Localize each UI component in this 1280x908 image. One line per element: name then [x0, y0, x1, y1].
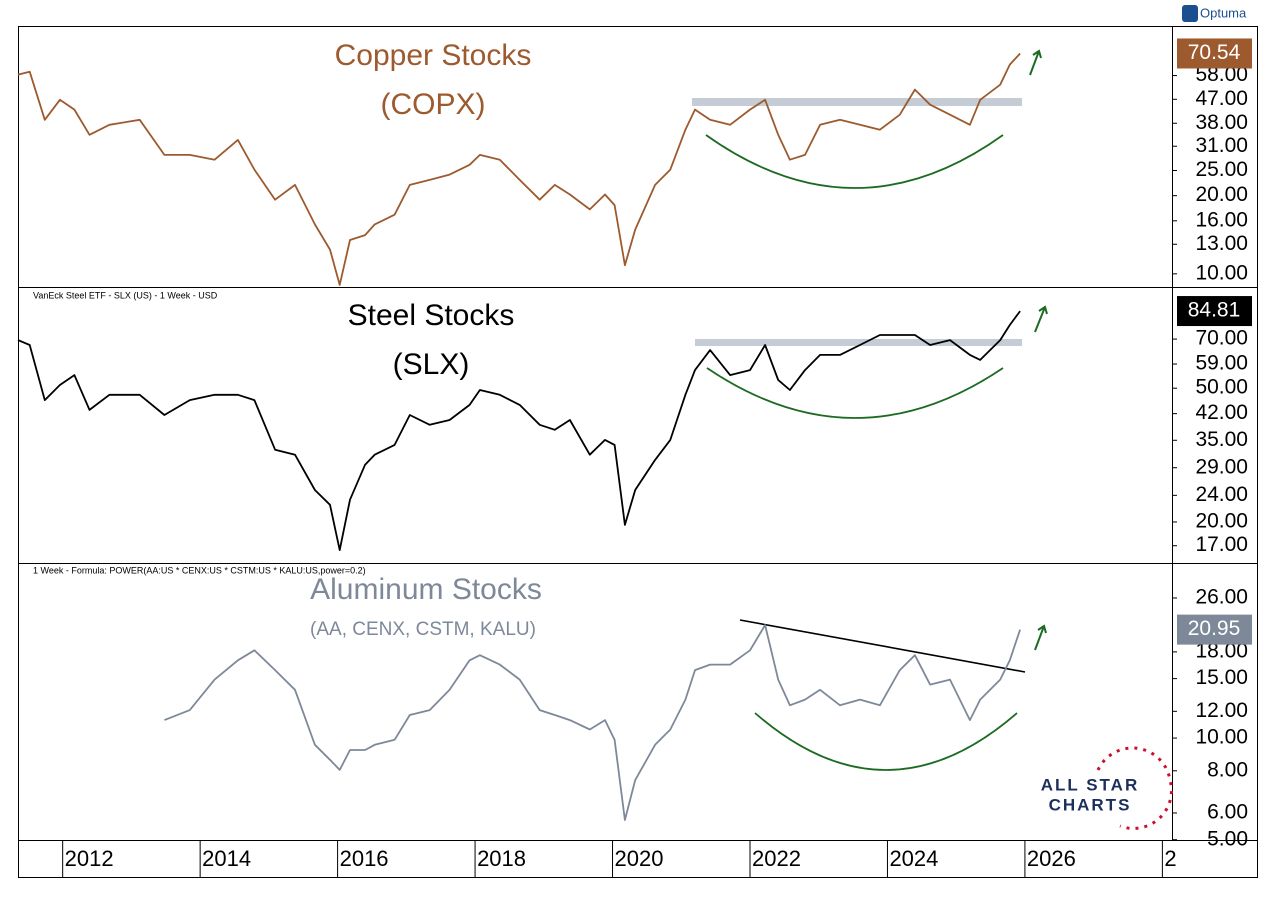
y-tick-label: 29.00	[1195, 455, 1248, 478]
price-line	[17, 52, 1021, 286]
panel-title: Aluminum Stocks	[310, 573, 542, 606]
y-tick-label: 6.00	[1207, 801, 1248, 824]
y-tick-label: 10.00	[1195, 261, 1248, 284]
base-arc	[754, 712, 1018, 771]
y-tick-label: 42.00	[1195, 401, 1248, 424]
last-value-label: 70.54	[1188, 41, 1241, 64]
x-tick-label: 2012	[65, 846, 114, 871]
up-arrow	[1034, 624, 1047, 651]
y-tick-label: 70.00	[1195, 327, 1248, 350]
y-tick-label: 15.00	[1195, 666, 1248, 689]
x-tick-label: 2024	[889, 846, 938, 871]
y-tick-label: 26.00	[1195, 586, 1248, 609]
y-tick-label: 38.00	[1195, 111, 1248, 134]
y-tick-label: 8.00	[1207, 758, 1248, 781]
outer-border	[18, 26, 1258, 878]
panel-header: VanEck Steel ETF - SLX (US) - 1 Week - U…	[33, 290, 218, 300]
x-tick-label: 2016	[340, 846, 389, 871]
last-value-label: 84.81	[1188, 299, 1241, 322]
watermark-line: ALL STAR	[1041, 775, 1139, 794]
price-line	[17, 310, 1021, 551]
resistance-band	[692, 98, 1022, 106]
y-tick-label: 35.00	[1195, 428, 1248, 451]
y-tick-label: 20.00	[1195, 183, 1248, 206]
y-tick-label: 17.00	[1195, 533, 1248, 556]
panel-title: Steel Stocks	[348, 299, 515, 332]
x-tick-label: 2020	[615, 846, 664, 871]
last-value-box	[1177, 38, 1252, 69]
y-tick-label: 18.00	[1195, 639, 1248, 662]
panel-subtitle: (COPX)	[381, 88, 486, 121]
resistance-band	[695, 339, 1022, 346]
base-arc	[705, 134, 1004, 189]
y-tick-label: 50.00	[1195, 376, 1248, 399]
watermark: ALL STAR CHARTS	[1041, 746, 1173, 830]
trendline	[739, 619, 1026, 673]
panel-subtitle: (AA, CENX, CSTM, KALU)	[310, 619, 536, 640]
star-ring	[1096, 746, 1173, 830]
watermark-line: CHARTS	[1049, 795, 1132, 814]
x-tick-label: 2014	[202, 846, 251, 871]
x-tick-label: 2022	[752, 846, 801, 871]
annotations	[692, 49, 1048, 771]
y-tick-label: 47.00	[1195, 87, 1248, 110]
y-tick-label: 31.00	[1195, 134, 1248, 157]
panel-header: 1 Week - Formula: POWER(AA:US * CENX:US …	[33, 565, 366, 575]
x-tick-label: 2026	[1027, 846, 1076, 871]
y-tick-label: 13.00	[1195, 232, 1248, 255]
up-arrow	[1034, 305, 1048, 333]
up-arrow	[1029, 49, 1042, 76]
frame	[18, 26, 1258, 878]
price-line	[164, 624, 1021, 821]
panel-subtitle: (SLX)	[393, 348, 470, 381]
y-tick-label: 5.00	[1207, 827, 1248, 850]
last-value-label: 20.95	[1188, 617, 1241, 640]
last-value-box	[1177, 296, 1252, 327]
logo-icon	[1182, 5, 1198, 22]
y-tick-label: 59.00	[1195, 352, 1248, 375]
base-arc	[706, 367, 1004, 419]
last-value-box	[1177, 614, 1252, 645]
panel-title: Copper Stocks	[335, 39, 532, 72]
plots: Copper Stocks(COPX)10.0013.0016.0020.002…	[17, 38, 1252, 878]
y-tick-label: 20.00	[1195, 510, 1248, 533]
y-tick-label: 10.00	[1195, 726, 1248, 749]
y-tick-label: 16.00	[1195, 208, 1248, 231]
logo-text: Optuma	[1200, 5, 1247, 20]
y-tick-label: 12.00	[1195, 699, 1248, 722]
x-tick-label: 2018	[477, 846, 526, 871]
y-tick-label: 24.00	[1195, 483, 1248, 506]
y-tick-label: 25.00	[1195, 158, 1248, 181]
x-tick-label: 2	[1164, 846, 1176, 871]
y-tick-label: 58.00	[1195, 63, 1248, 86]
